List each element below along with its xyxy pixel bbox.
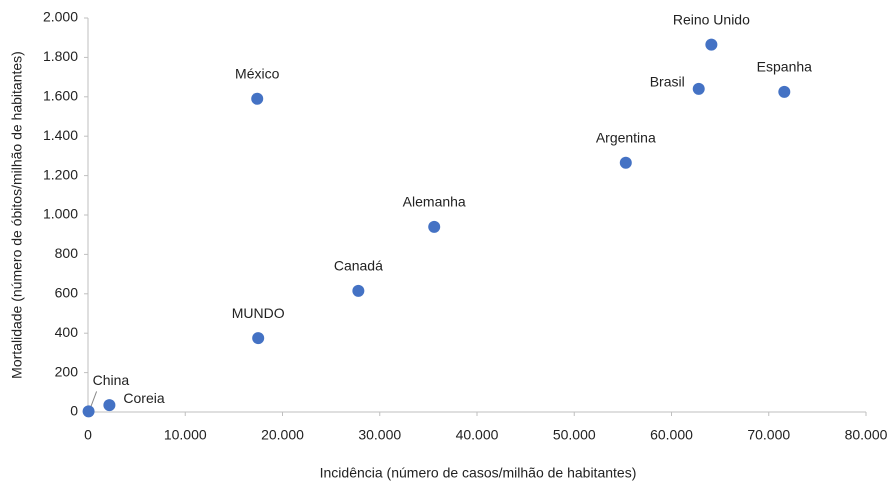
y-tick-label: 800 <box>55 245 79 261</box>
leader-line <box>90 391 98 408</box>
point <box>352 284 365 297</box>
x-tick-label: 80.000 <box>845 427 888 443</box>
point-label: China <box>93 372 130 388</box>
y-tick-label: 0 <box>70 403 78 419</box>
y-tick-label: 200 <box>55 363 79 379</box>
point-label: Espanha <box>757 59 812 75</box>
x-tick-label: 60.000 <box>650 427 693 443</box>
point-label: Canadá <box>334 258 383 274</box>
point <box>252 332 265 345</box>
x-tick-label: 50.000 <box>553 427 596 443</box>
x-tick-label: 40.000 <box>456 427 499 443</box>
point-label: MUNDO <box>232 305 285 321</box>
y-tick-label: 1.800 <box>43 48 78 64</box>
y-tick-label: 1.600 <box>43 88 78 104</box>
y-axis-title: Mortalidade (número de óbitos/milhão de … <box>9 51 25 379</box>
point <box>619 156 632 169</box>
point-label: Brasil <box>650 74 685 90</box>
y-tick-label: 1.000 <box>43 206 78 222</box>
point <box>428 220 441 233</box>
y-tick-label: 1.400 <box>43 127 78 143</box>
point <box>251 92 264 105</box>
point-label: Argentina <box>596 129 656 145</box>
point <box>705 38 718 51</box>
point-label: México <box>235 65 280 81</box>
point-label: Alemanha <box>403 194 466 210</box>
point <box>692 82 705 95</box>
point <box>82 405 95 418</box>
x-tick-label: 10.000 <box>164 427 207 443</box>
y-tick-label: 2.000 <box>43 9 78 25</box>
x-tick-label: 30.000 <box>358 427 401 443</box>
x-tick-label: 70.000 <box>747 427 790 443</box>
point-label: Coreia <box>123 390 164 406</box>
x-tick-label: 20.000 <box>261 427 304 443</box>
point <box>778 85 791 98</box>
x-tick-label: 0 <box>84 427 92 443</box>
point-label: Reino Unido <box>673 11 750 27</box>
x-axis-title: Incidência (número de casos/milhão de ha… <box>320 465 637 481</box>
y-tick-label: 1.200 <box>43 166 78 182</box>
y-tick-label: 400 <box>55 324 79 340</box>
point <box>103 399 116 412</box>
y-tick-label: 600 <box>55 285 79 301</box>
